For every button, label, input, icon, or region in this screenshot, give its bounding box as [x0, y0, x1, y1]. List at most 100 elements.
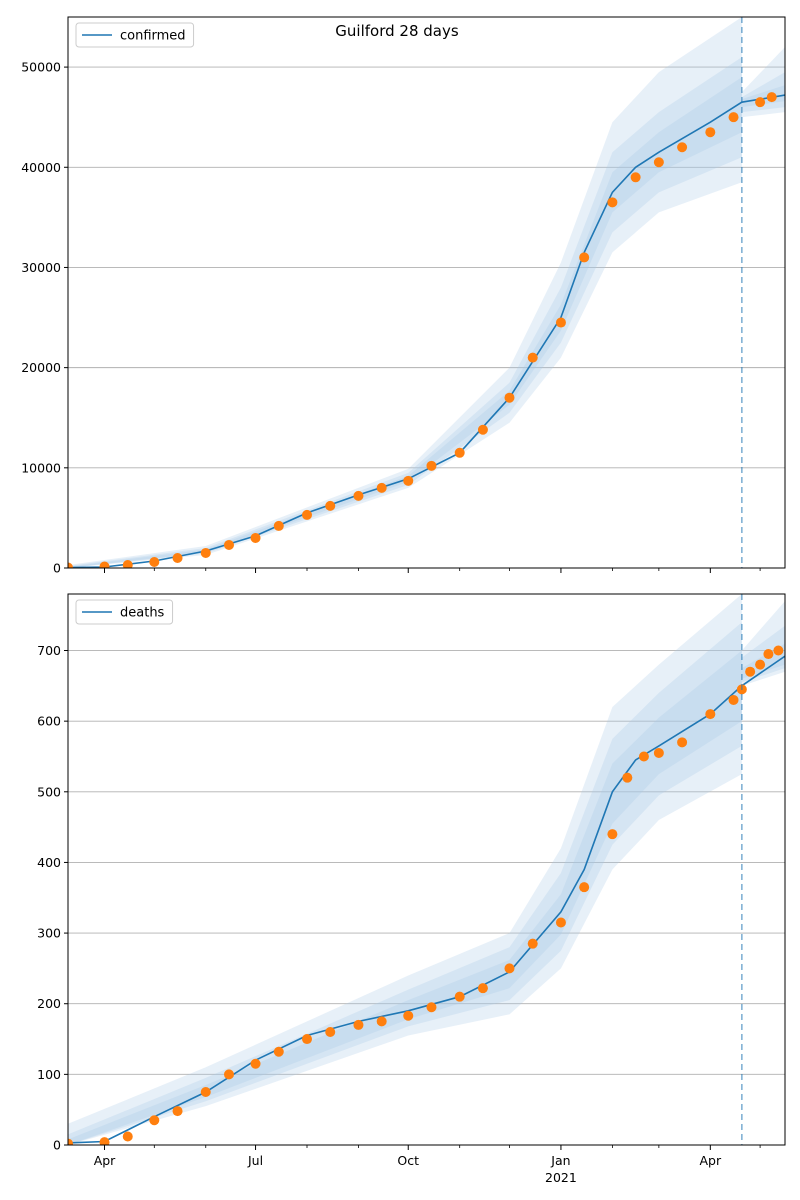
observed-point [353, 490, 364, 501]
observed-point [763, 649, 774, 660]
plot-area [68, 594, 785, 1145]
x-tick-label: Apr [700, 1153, 722, 1168]
observed-point [477, 424, 488, 435]
legend: deaths [75, 599, 174, 625]
y-tick-label: 700 [37, 643, 61, 658]
plot-frame [67, 593, 786, 1146]
observed-point [728, 112, 739, 123]
observed-point [653, 747, 664, 758]
x-tick-label: Oct [397, 1153, 419, 1168]
observed-point [149, 1115, 160, 1126]
y-tick-label: 600 [37, 714, 61, 729]
observed-point [579, 252, 590, 263]
observed-point [376, 482, 387, 493]
observed-point [250, 1058, 261, 1069]
observed-point [504, 392, 515, 403]
observed-point [99, 1137, 110, 1145]
x-tick-sublabel: 2021 [545, 1170, 577, 1185]
observed-point [172, 552, 183, 563]
observed-point [302, 1034, 312, 1045]
y-tick-label: 400 [37, 855, 61, 870]
observed-point [426, 1002, 437, 1013]
legend-box [75, 599, 174, 625]
observed-point [638, 751, 649, 762]
y-tick-label: 200 [37, 996, 61, 1011]
deaths-panel: 0 100 200 300 400 500 600 700 deaths [37, 593, 786, 1153]
observed-point [302, 509, 312, 520]
observed-point [728, 694, 739, 705]
uncertainty-band-outer [68, 594, 785, 1145]
observed-point [122, 1131, 133, 1142]
observed-point [607, 197, 618, 208]
observed-point [403, 475, 414, 486]
uncertainty-band-inner [68, 77, 785, 568]
observed-point [677, 737, 688, 748]
x-tick-label: Apr [94, 1153, 116, 1168]
observed-point [172, 1106, 183, 1117]
y-tick-label: 40000 [21, 160, 61, 175]
x-tick-label: Jul [247, 1153, 263, 1168]
observed-point [755, 97, 766, 108]
observed-point [454, 991, 465, 1002]
plot-area [68, 17, 785, 568]
observed-point [223, 1069, 234, 1080]
uncertainty-band-middle [68, 57, 785, 568]
observed-point [376, 1016, 387, 1027]
observed-point [705, 709, 716, 720]
x-axis: Apr Jul Oct Jan 2021 Apr [94, 1153, 722, 1185]
observed-point [579, 882, 590, 893]
observed-point [403, 1010, 414, 1021]
y-tick-label: 500 [37, 784, 61, 799]
observed-point [527, 938, 538, 949]
observed-point [653, 157, 664, 168]
observed-point [555, 917, 566, 928]
uncertainty-band-inner [68, 643, 785, 1145]
y-tick-label: 0 [53, 1138, 61, 1153]
observed-point [325, 500, 336, 511]
y-tick-label: 0 [53, 561, 61, 576]
observed-point [766, 92, 777, 103]
observed-point [622, 772, 633, 783]
observed-point [200, 1087, 211, 1098]
observed-point [504, 963, 515, 974]
observed-point [200, 547, 211, 558]
observed-point [755, 659, 766, 670]
observed-point [68, 562, 73, 568]
observed-point [426, 460, 437, 471]
observed-point [477, 983, 488, 994]
figure-title: Guilford 28 days [335, 22, 459, 40]
observed-point [773, 645, 784, 656]
observed-point [149, 556, 160, 567]
observed-point [325, 1026, 336, 1037]
plot-frame [67, 16, 786, 569]
uncertainty-band-outer [68, 17, 785, 568]
y-tick-label: 20000 [21, 360, 61, 375]
legend-label: deaths [120, 606, 165, 621]
y-tick-label: 10000 [21, 460, 61, 475]
legend: confirmed [75, 22, 195, 48]
observed-point [273, 520, 284, 531]
y-tick-label: 50000 [21, 60, 61, 75]
observed-point [99, 561, 110, 568]
legend-label: confirmed [120, 29, 186, 44]
observed-point [630, 172, 641, 183]
observed-point [68, 1138, 73, 1145]
observed-point [745, 666, 756, 677]
observed-point [122, 559, 133, 568]
observed-point [607, 829, 618, 840]
observed-point [223, 539, 234, 550]
x-tick-label: Jan [550, 1153, 570, 1168]
y-tick-label: 300 [37, 926, 61, 941]
observed-point [250, 532, 261, 543]
observed-point [555, 317, 566, 328]
observed-point [677, 142, 688, 153]
confirmed-panel: 0 10000 20000 30000 40000 50000 confirmed [21, 16, 786, 576]
legend-box [75, 22, 195, 48]
y-tick-label: 30000 [21, 260, 61, 275]
observed-point [454, 447, 465, 458]
observed-point [527, 352, 538, 363]
observed-point [705, 127, 716, 138]
observed-point [273, 1046, 284, 1057]
uncertainty-band-middle [68, 622, 785, 1145]
